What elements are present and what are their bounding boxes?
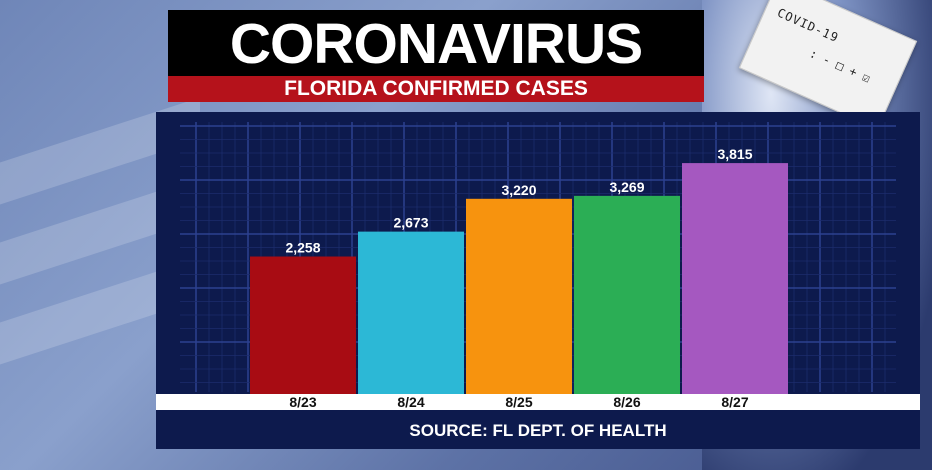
data-label: 3,220 xyxy=(501,182,536,198)
data-label: 3,269 xyxy=(609,179,644,195)
bar xyxy=(250,256,356,394)
x-axis-band xyxy=(156,394,920,410)
x-tick-label: 8/27 xyxy=(721,394,748,410)
test-card-marks: : - □ + ☑ xyxy=(807,46,873,86)
bar xyxy=(682,163,788,394)
x-tick-label: 8/25 xyxy=(505,394,532,410)
data-label: 2,673 xyxy=(393,215,428,231)
banner-title: CORONAVIRUS xyxy=(229,12,643,76)
title-banner: CORONAVIRUS xyxy=(168,10,704,76)
x-tick-label: 8/23 xyxy=(289,394,316,410)
x-tick-label: 8/24 xyxy=(397,394,424,410)
bar xyxy=(358,231,464,394)
bar xyxy=(466,198,572,394)
source-bar: SOURCE: FL DEPT. OF HEALTH xyxy=(156,411,920,449)
test-card-label: COVID-19 xyxy=(775,5,841,46)
x-tick-label: 8/26 xyxy=(613,394,640,410)
source-text: SOURCE: FL DEPT. OF HEALTH xyxy=(409,421,667,440)
data-label: 3,815 xyxy=(717,146,752,162)
bar xyxy=(574,195,680,394)
banner-subtitle: FLORIDA CONFIRMED CASES xyxy=(284,77,588,100)
bar-chart: 2,258 8/23 2,673 8/24 3,220 8/25 3,269 8/26 3,81… xyxy=(156,122,920,410)
chart-panel: 2,258 8/23 2,673 8/24 3,220 8/25 3,269 8/26 3,81… xyxy=(156,112,920,448)
subtitle-banner: FLORIDA CONFIRMED CASES xyxy=(168,76,704,102)
data-label: 2,258 xyxy=(285,240,320,256)
